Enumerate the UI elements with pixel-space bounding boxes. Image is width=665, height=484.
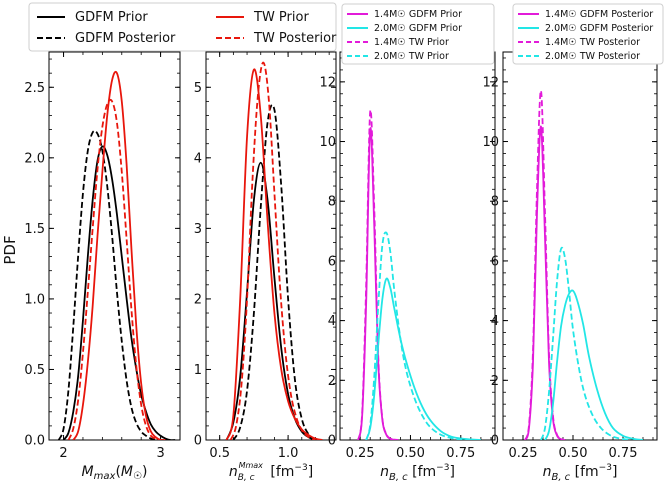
y-tick-label: 4 [491, 314, 499, 329]
series-group [225, 61, 323, 440]
x-tick-label: 2 [59, 446, 67, 461]
x-tick-label: 0.5 [209, 446, 230, 461]
x-tick-label: 0.75 [609, 446, 638, 461]
legend-main-label: TW Posterior [253, 31, 337, 46]
x-axis-label: Mmax(M☉) [82, 464, 148, 482]
series-line [72, 70, 166, 440]
x-tick-label: 0.50 [559, 446, 588, 461]
y-tick-label: 8 [328, 195, 336, 210]
x-tick-label: 1.0 [278, 446, 299, 461]
y-tick-label: 0.0 [24, 434, 45, 449]
series-group [357, 109, 481, 440]
x-tick-label: 0.50 [396, 446, 425, 461]
y-tick-label: 1.5 [24, 222, 45, 237]
series-line [365, 277, 481, 440]
legend-prior-label: 1.4M☉ TW Prior [374, 37, 449, 48]
y-tick-label: 2 [194, 292, 202, 307]
x-axis-label: nB, cMmax [fm−3] [229, 461, 313, 483]
series-line [232, 104, 317, 440]
y-tick-label: 2.0 [24, 151, 45, 166]
y-tick-label: 12 [319, 75, 336, 90]
x-tick-label: 0.25 [509, 446, 538, 461]
legend-prior: 1.4M☉ GDFM Prior 2.0M☉ GDFM Prior 1.4M☉ TW… [341, 3, 495, 65]
legends: GDFM Prior TW Prior GDFM Posterior TW Poste… [28, 2, 664, 65]
series-line [357, 127, 399, 440]
series-line [540, 246, 630, 440]
series-group [57, 70, 176, 440]
y-tick-label: 12 [482, 75, 499, 90]
x-tick-label: 0.25 [346, 446, 375, 461]
x-tick-label: 0.75 [446, 446, 475, 461]
legend-main-label: GDFM Prior [75, 10, 148, 25]
y-tick-label: 6 [491, 254, 499, 269]
panel-4: 0 2 4 6 8 10 12 0.25 0.50 0.75 nB, c [fm−3] [482, 51, 658, 483]
legend-main-label: GDFM Posterior [75, 31, 176, 46]
x-axis-label: nB, c [fm−3] [543, 463, 618, 483]
legend-prior-frame [341, 3, 495, 65]
panel-frame [205, 51, 337, 441]
panel-frame [48, 51, 181, 441]
legend-main: GDFM Prior TW Prior GDFM Posterior TW Poste… [28, 2, 337, 52]
y-tick-label: 2 [328, 374, 336, 389]
legend-post-label: 1.4M☉ TW Posterior [545, 37, 640, 48]
y-tick-label: 1 [194, 363, 202, 378]
y-tick-label: 10 [482, 135, 499, 150]
y-tick-label: 4 [328, 314, 336, 329]
series-line [225, 68, 323, 440]
series-line [229, 61, 316, 440]
y-tick-label: 2.5 [24, 81, 45, 96]
legend-post-frame [512, 3, 664, 65]
x-axis-label: nB, c [fm−3] [380, 463, 455, 483]
series-line [62, 145, 176, 440]
legend-post: 1.4M☉ GDFM Posterior 2.0M☉ GDFM Posterior… [512, 3, 664, 65]
y-tick-label: 0 [328, 434, 336, 449]
y-tick-label: 2 [491, 374, 499, 389]
y-tick-label: 10 [319, 135, 336, 150]
series-line [357, 109, 399, 440]
legend-prior-label: 2.0M☉ TW Prior [374, 51, 449, 62]
y-tick-label: 5 [194, 81, 202, 96]
legend-post-label: 2.0M☉ GDFM Posterior [545, 23, 653, 34]
y-tick-label: 0 [194, 434, 202, 449]
legend-post-label: 1.4M☉ GDFM Posterior [545, 9, 653, 20]
legend-prior-label: 1.4M☉ GDFM Prior [374, 9, 462, 20]
panel-frame [502, 51, 658, 441]
series-line [225, 161, 316, 440]
series-group [524, 89, 644, 440]
x-tick-label: 3 [156, 446, 164, 461]
y-tick-label: 3 [194, 222, 202, 237]
y-tick-label: 1.0 [24, 292, 45, 307]
y-tick-label: 4 [194, 151, 202, 166]
legend-prior-label: 2.0M☉ GDFM Prior [374, 23, 462, 34]
y-tick-label: 0.5 [24, 363, 45, 378]
y-tick-label: 0 [491, 434, 499, 449]
y-tick-label: 8 [491, 195, 499, 210]
y-tick-label: 6 [328, 254, 336, 269]
y-axis-label: PDF [1, 235, 19, 264]
series-line [544, 289, 644, 440]
legend-main-frame [28, 2, 337, 52]
legend-main-label: TW Prior [253, 10, 309, 25]
panel-1: 0.0 0.5 1.0 1.5 2.0 2.5 2 3 Mmax(M☉) [24, 51, 181, 482]
panel-3: 0 2 4 6 8 10 12 0.25 0.50 0.75 nB, c [fm−3] [319, 51, 496, 483]
legend-post-label: 2.0M☉ TW Posterior [545, 51, 640, 62]
series-line [365, 231, 471, 440]
series-line [67, 98, 161, 440]
series-line [524, 89, 566, 440]
